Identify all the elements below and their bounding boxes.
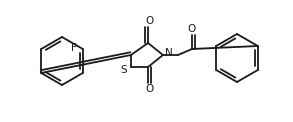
Text: O: O bbox=[145, 16, 153, 26]
Text: N: N bbox=[165, 48, 173, 58]
Text: O: O bbox=[145, 84, 153, 94]
Text: F: F bbox=[71, 43, 77, 53]
Text: O: O bbox=[188, 24, 196, 34]
Text: S: S bbox=[121, 65, 127, 75]
